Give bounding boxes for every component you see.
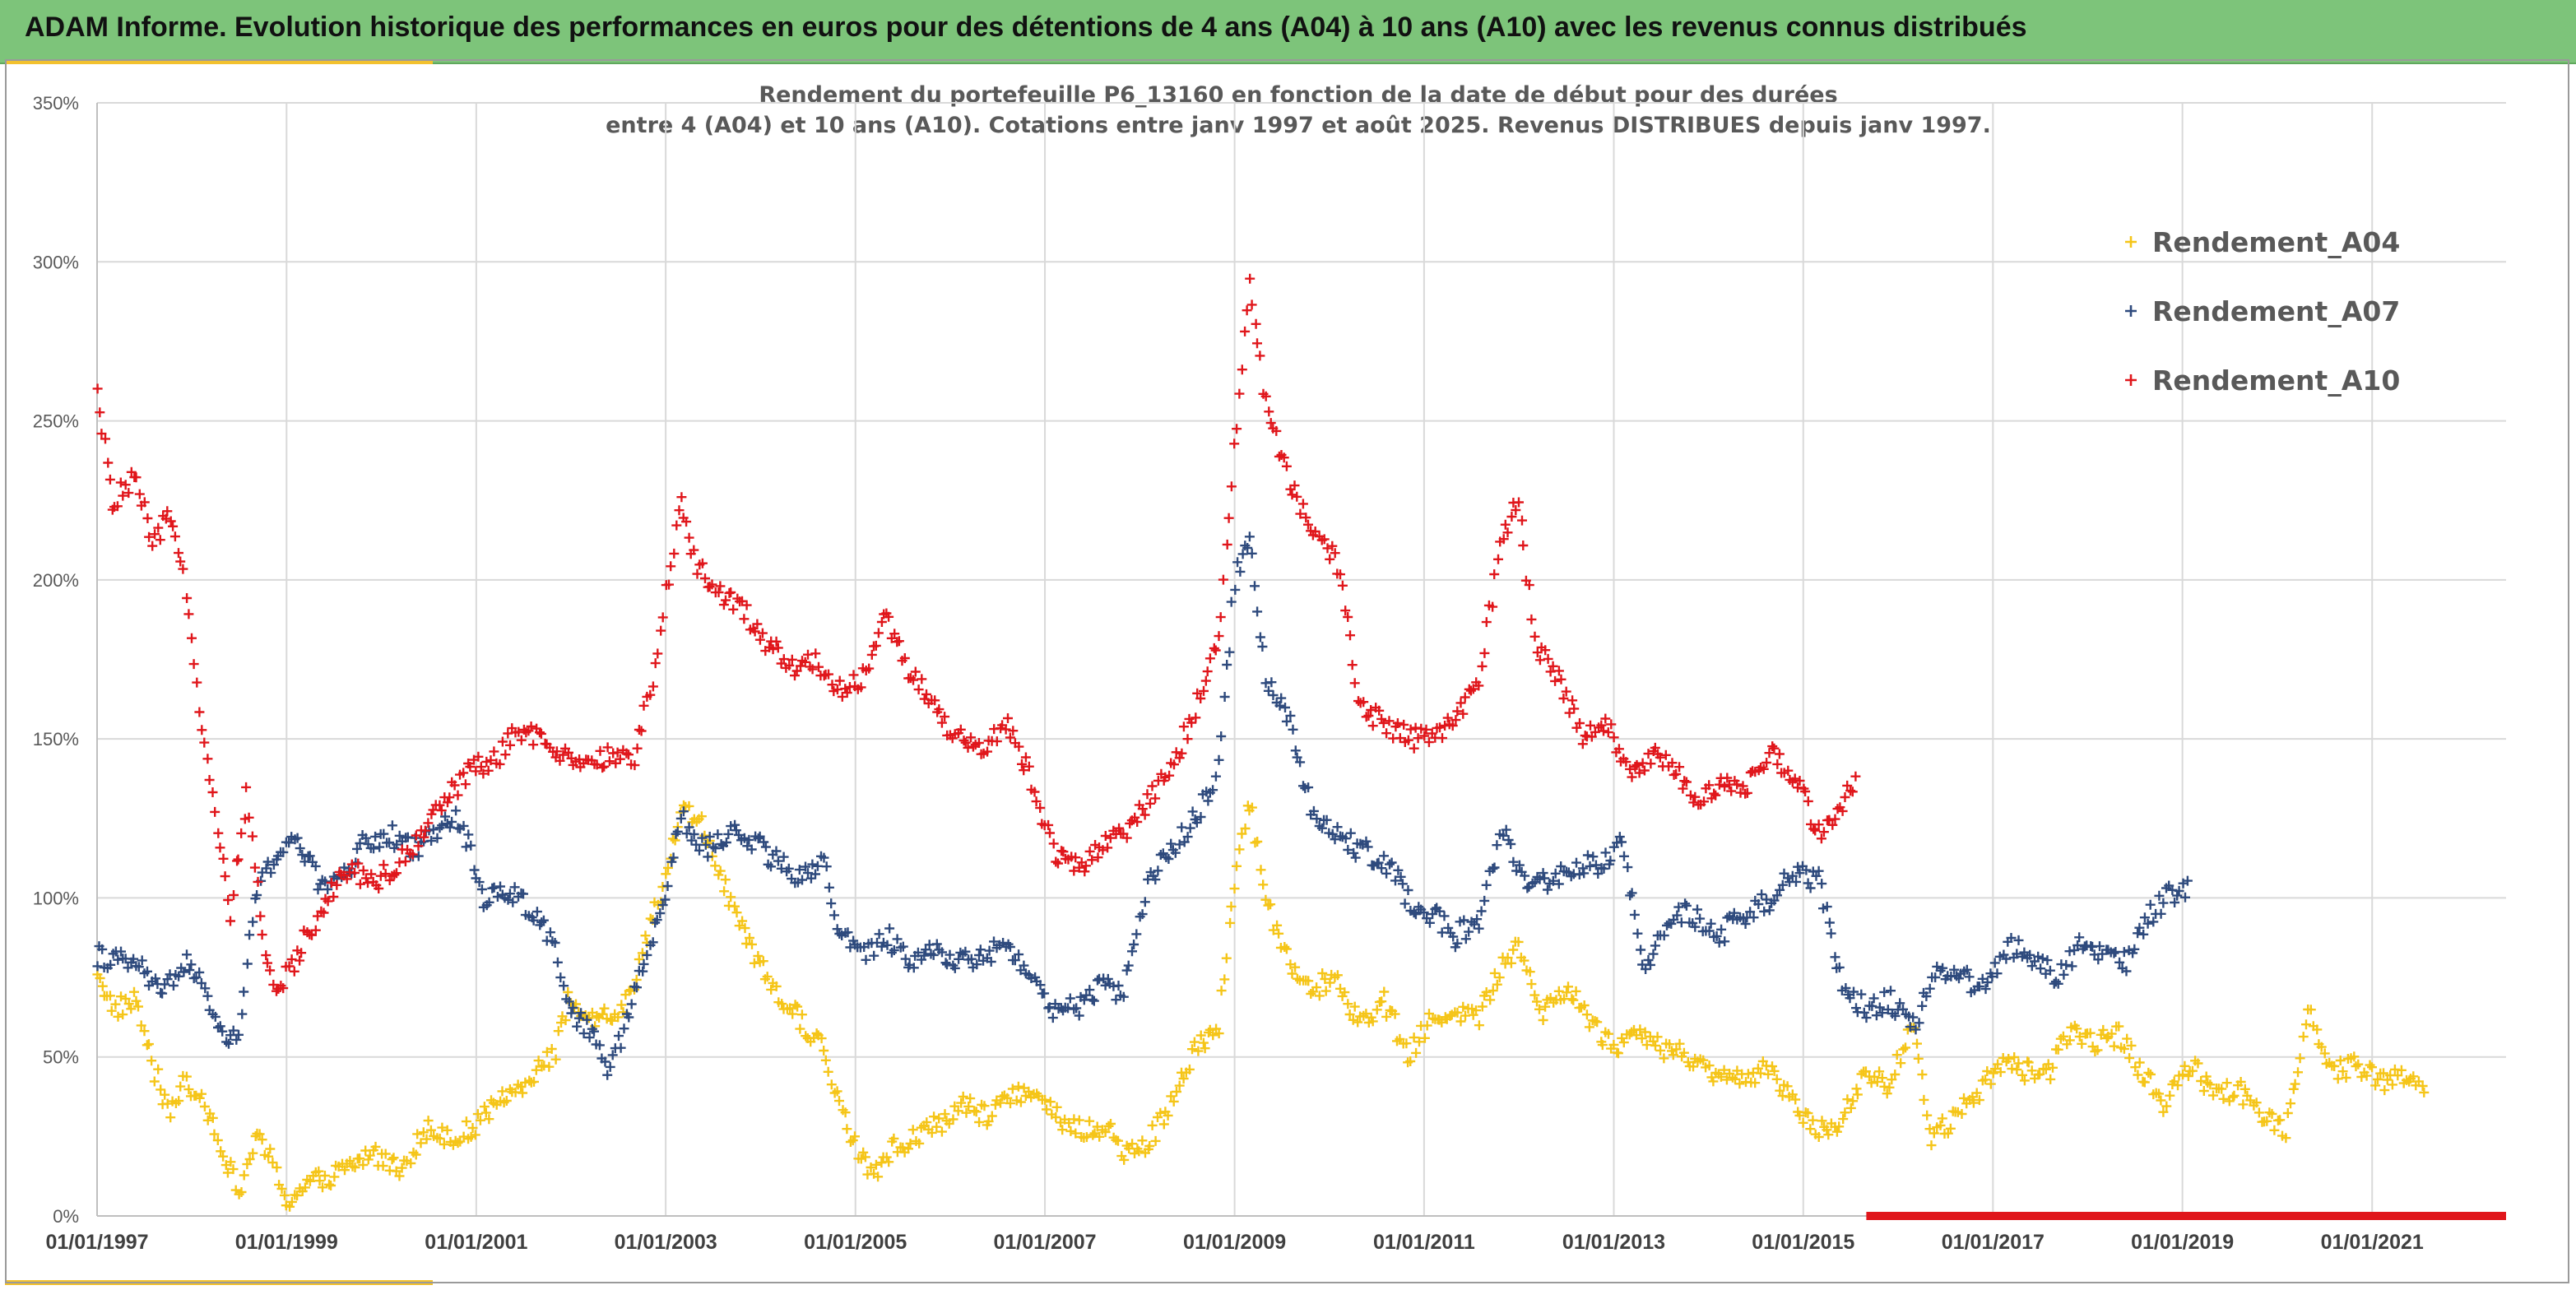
legend-label: Rendement_A10 bbox=[2152, 364, 2400, 397]
chart-subtitle-line1: Rendement du portefeuille P6_13160 en fo… bbox=[759, 82, 1837, 108]
x-tick-label: 01/01/2015 bbox=[1752, 1231, 1854, 1254]
grid-lines bbox=[96, 102, 2506, 1217]
chart-subtitle-line2: entre 4 (A04) et 10 ans (A10). Cotations… bbox=[606, 113, 1991, 138]
legend-item: Rendement_A04 bbox=[2125, 226, 2400, 258]
series-rendement_a10 bbox=[92, 273, 1861, 996]
x-tick-label: 01/01/2021 bbox=[2321, 1231, 2424, 1254]
y-tick-label: 150% bbox=[33, 729, 79, 749]
x-tick-label: 01/01/2001 bbox=[425, 1231, 527, 1254]
x-tick-label: 01/01/2017 bbox=[1942, 1231, 2045, 1254]
x-tick-label: 01/01/2013 bbox=[1562, 1231, 1665, 1254]
series-rendement_a04 bbox=[92, 800, 2430, 1212]
y-tick-label: 300% bbox=[33, 252, 79, 272]
y-tick-label: 0% bbox=[53, 1206, 79, 1227]
legend: Rendement_A04 Rendement_A07 Rendement_A10 bbox=[2125, 226, 2400, 397]
baseline-marker-bar bbox=[1866, 1212, 2506, 1220]
report-title: ADAM Informe. Evolution historique des p… bbox=[25, 12, 2027, 43]
legend-marker bbox=[2125, 374, 2137, 386]
series-rendement_a07 bbox=[92, 531, 2193, 1080]
legend-item: Rendement_A10 bbox=[2125, 364, 2400, 397]
y-tick-label: 100% bbox=[33, 888, 79, 908]
report-banner: ADAM Informe. Evolution historique des p… bbox=[0, 0, 2576, 64]
x-tick-label: 01/01/1997 bbox=[45, 1231, 148, 1254]
x-tick-label: 01/01/2019 bbox=[2131, 1231, 2234, 1254]
y-axis-ticks: 0% 50% 100% 150% 200% 250% 300% 350% bbox=[33, 93, 79, 1227]
legend-marker bbox=[2125, 305, 2137, 317]
y-tick-label: 250% bbox=[33, 411, 79, 432]
data-series bbox=[92, 273, 2506, 1220]
legend-label: Rendement_A07 bbox=[2152, 295, 2400, 327]
x-tick-label: 01/01/2003 bbox=[615, 1231, 717, 1254]
x-axis-ticks: 01/01/1997 01/01/1999 01/01/2001 01/01/2003… bbox=[45, 1231, 2423, 1254]
x-tick-label: 01/01/1999 bbox=[235, 1231, 338, 1254]
legend-label: Rendement_A04 bbox=[2152, 226, 2400, 258]
chart-frame bbox=[5, 59, 2569, 1283]
y-tick-label: 50% bbox=[43, 1047, 79, 1068]
y-tick-label: 350% bbox=[33, 93, 79, 114]
x-tick-label: 01/01/2005 bbox=[804, 1231, 907, 1254]
x-tick-label: 01/01/2009 bbox=[1183, 1231, 1286, 1254]
series-markers bbox=[92, 273, 1861, 996]
series-markers bbox=[92, 531, 2193, 1080]
y-tick-label: 200% bbox=[33, 570, 79, 591]
legend-item: Rendement_A07 bbox=[2125, 295, 2400, 327]
accent-bar-top bbox=[5, 59, 433, 64]
x-tick-label: 01/01/2011 bbox=[1373, 1231, 1475, 1254]
x-tick-label: 01/01/2007 bbox=[993, 1231, 1096, 1254]
legend-marker bbox=[2125, 236, 2137, 248]
series-markers bbox=[92, 800, 2430, 1212]
series-baseline bbox=[1866, 1212, 2506, 1220]
